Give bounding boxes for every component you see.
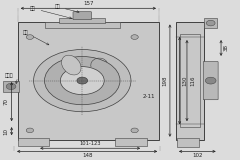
Text: 198: 198 xyxy=(162,75,167,86)
Circle shape xyxy=(26,128,34,133)
Circle shape xyxy=(206,20,215,26)
Circle shape xyxy=(34,49,131,112)
Text: 10: 10 xyxy=(4,128,9,135)
Bar xyxy=(45,22,120,28)
Text: 148: 148 xyxy=(82,153,92,158)
Circle shape xyxy=(131,128,138,133)
FancyBboxPatch shape xyxy=(73,12,91,20)
Text: 拉環: 拉環 xyxy=(54,4,79,13)
Bar xyxy=(18,138,49,146)
Text: 出線口: 出線口 xyxy=(4,73,13,78)
Circle shape xyxy=(205,77,216,84)
Bar xyxy=(18,22,159,140)
Bar xyxy=(176,22,204,140)
Text: 38: 38 xyxy=(224,44,229,52)
FancyBboxPatch shape xyxy=(203,61,218,100)
Bar xyxy=(59,18,105,23)
Circle shape xyxy=(60,67,104,95)
Bar xyxy=(115,138,147,146)
Circle shape xyxy=(6,83,16,90)
Text: 102: 102 xyxy=(192,153,203,158)
Bar xyxy=(177,138,199,148)
Circle shape xyxy=(131,35,138,39)
Bar xyxy=(180,34,200,127)
Text: 157: 157 xyxy=(83,1,94,6)
Bar xyxy=(3,81,19,92)
Circle shape xyxy=(45,56,120,105)
Circle shape xyxy=(26,35,34,39)
Circle shape xyxy=(77,77,88,84)
Text: 70: 70 xyxy=(4,98,9,105)
Text: 101-123: 101-123 xyxy=(79,141,101,146)
Text: 130: 130 xyxy=(183,75,188,86)
Ellipse shape xyxy=(62,55,81,75)
Text: 116: 116 xyxy=(190,75,195,86)
Text: 繩管: 繩管 xyxy=(30,6,72,19)
Bar xyxy=(204,18,217,28)
Text: 殼體: 殼體 xyxy=(23,30,49,45)
Text: 2-11: 2-11 xyxy=(143,95,156,100)
